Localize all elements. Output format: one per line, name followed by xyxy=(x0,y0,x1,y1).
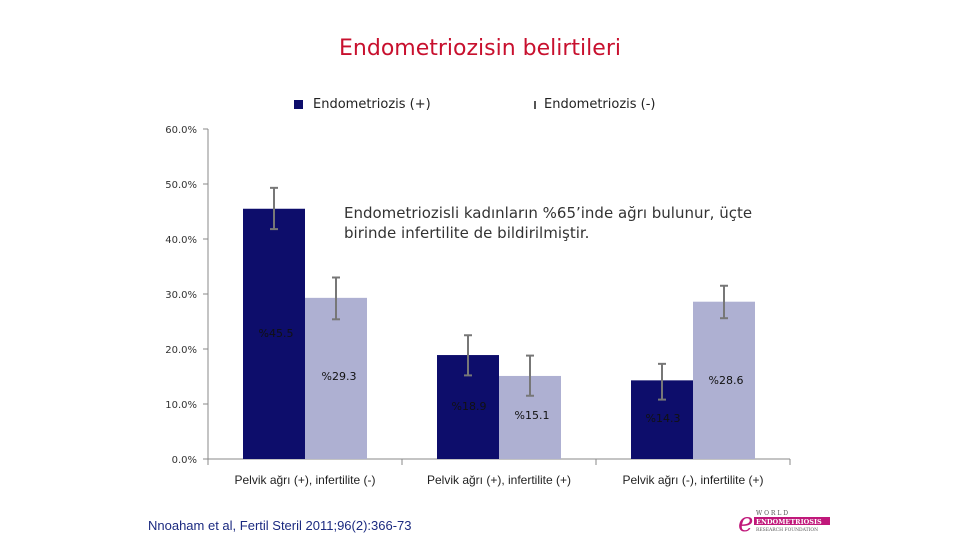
y-tick-label: 10.0% xyxy=(165,400,197,411)
citation: Nnoaham et al, Fertil Steril 2011;96(2):… xyxy=(148,518,412,533)
x-category-label: Pelvik ağrı (-), infertilite (+) xyxy=(622,473,763,487)
data-label: %14.3 xyxy=(646,412,681,425)
bar xyxy=(243,208,305,459)
logo-line1: W O R L D xyxy=(756,510,788,517)
logo-bar xyxy=(754,517,830,525)
world-endometriosis-logo: e W O R L D ENDOMETRIOSIS RESEARCH FOUND… xyxy=(738,508,830,534)
logo-line3: RESEARCH FOUNDATION xyxy=(756,527,818,533)
logo-e-letter: e xyxy=(738,508,753,534)
y-tick-label: 0.0% xyxy=(172,455,197,466)
bar xyxy=(305,297,367,459)
y-tick-label: 20.0% xyxy=(165,345,197,356)
y-tick-label: 50.0% xyxy=(165,180,197,191)
logo-line2: ENDOMETRIOSIS xyxy=(756,518,822,526)
legend-label-negative: Endometriozis (-) xyxy=(544,97,656,112)
data-label: %28.6 xyxy=(709,374,744,387)
legend-swatch-positive xyxy=(294,100,303,109)
chart-annotation: Endometriozisli kadınların %65’inde ağrı… xyxy=(344,204,753,242)
x-category-label: Pelvik ağrı (+), infertilite (+) xyxy=(427,473,571,487)
data-label: %45.5 xyxy=(259,327,294,340)
y-tick-label: 60.0% xyxy=(165,125,197,136)
data-label: %29.3 xyxy=(322,370,357,383)
legend-item-positive: Endometriozis (+) xyxy=(294,97,431,112)
data-label: %18.9 xyxy=(452,400,487,413)
chart-title: Endometriozisin belirtileri xyxy=(339,36,621,61)
legend-separator xyxy=(534,100,536,109)
legend-label-positive: Endometriozis (+) xyxy=(313,97,431,112)
bar xyxy=(693,301,755,459)
y-tick-label: 30.0% xyxy=(165,290,197,301)
legend-item-negative: Endometriozis (-) xyxy=(534,97,656,112)
data-label: %15.1 xyxy=(515,409,550,422)
y-tick-label: 40.0% xyxy=(165,235,197,246)
x-category-label: Pelvik ağrı (+), infertilite (-) xyxy=(234,473,375,487)
